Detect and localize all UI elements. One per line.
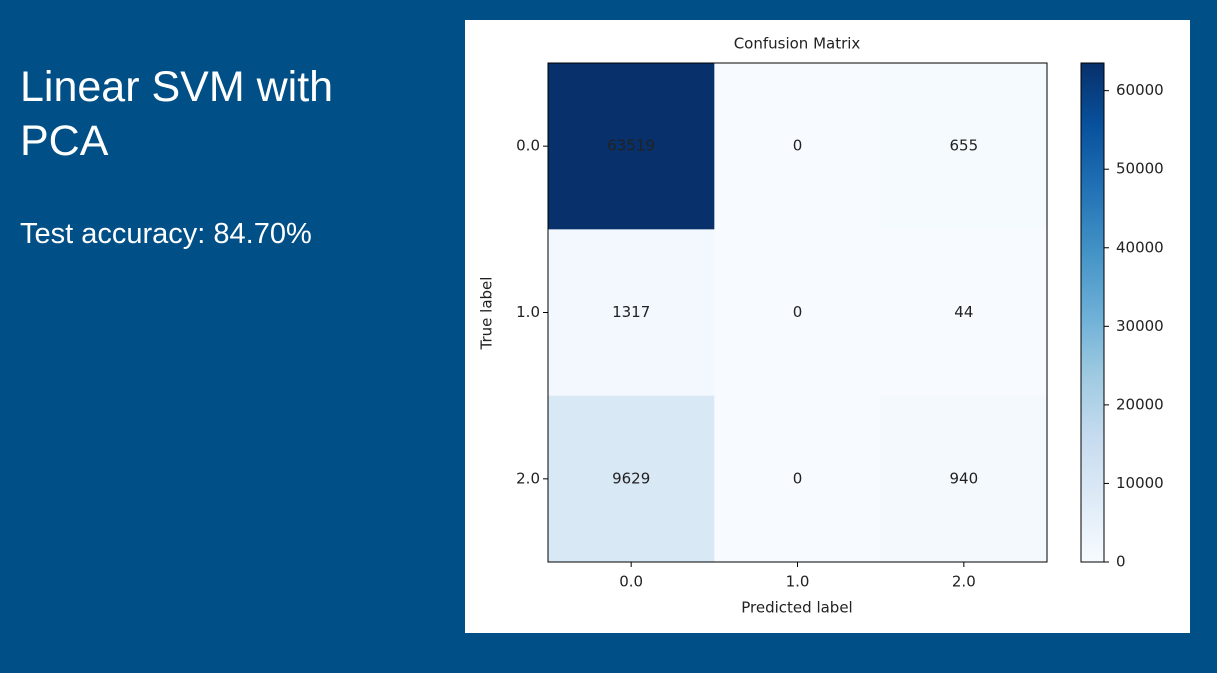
colorbar-tick-label: 0: [1116, 553, 1126, 571]
cell-label: 0: [793, 137, 803, 155]
heatmap-cell: [548, 229, 715, 397]
y-axis-label: True label: [478, 277, 496, 351]
x-tick-label: 0.0: [619, 573, 643, 591]
y-tick-label: 0.0: [516, 137, 540, 155]
heatmap-cell: [880, 63, 1048, 230]
y-tick-label: 1.0: [516, 303, 540, 321]
colorbar-tick-label: 10000: [1116, 474, 1164, 492]
heatmap-cell: [880, 395, 1048, 563]
cell-label: 63519: [607, 137, 655, 155]
colorbar-tick-label: 30000: [1116, 317, 1164, 335]
heatmap-cell: [714, 63, 882, 230]
cell-label: 0: [793, 303, 803, 321]
slide-title: Linear SVM with PCA: [20, 63, 334, 165]
heatmap-cell: [714, 229, 882, 397]
slide-title-box: Linear SVM with PCA: [20, 63, 334, 165]
x-tick-label: 2.0: [952, 573, 976, 591]
y-tick-label: 2.0: [516, 469, 540, 487]
heatmap-cell: [548, 63, 715, 230]
cell-label: 940: [950, 469, 979, 487]
colorbar: [1080, 62, 1105, 563]
heatmap-cell: [880, 229, 1048, 397]
cell-label: 655: [950, 137, 979, 155]
cell-label: 1317: [612, 303, 650, 321]
x-tick-label: 1.0: [786, 573, 810, 591]
cell-label: 44: [954, 303, 973, 321]
slide-subtitle: Test accuracy: 84.70%: [20, 218, 312, 250]
colorbar-tick-label: 40000: [1116, 238, 1164, 256]
cell-label: 9629: [612, 469, 650, 487]
chart-title: Confusion Matrix: [734, 35, 861, 53]
heatmap-cell: [548, 395, 715, 563]
x-axis-label: Predicted label: [741, 599, 852, 617]
cell-label: 0: [793, 469, 803, 487]
colorbar-tick-label: 20000: [1116, 395, 1164, 413]
colorbar-tick-label: 50000: [1116, 160, 1164, 178]
heatmap-cell: [714, 395, 882, 563]
colorbar-tick-label: 60000: [1116, 81, 1164, 99]
